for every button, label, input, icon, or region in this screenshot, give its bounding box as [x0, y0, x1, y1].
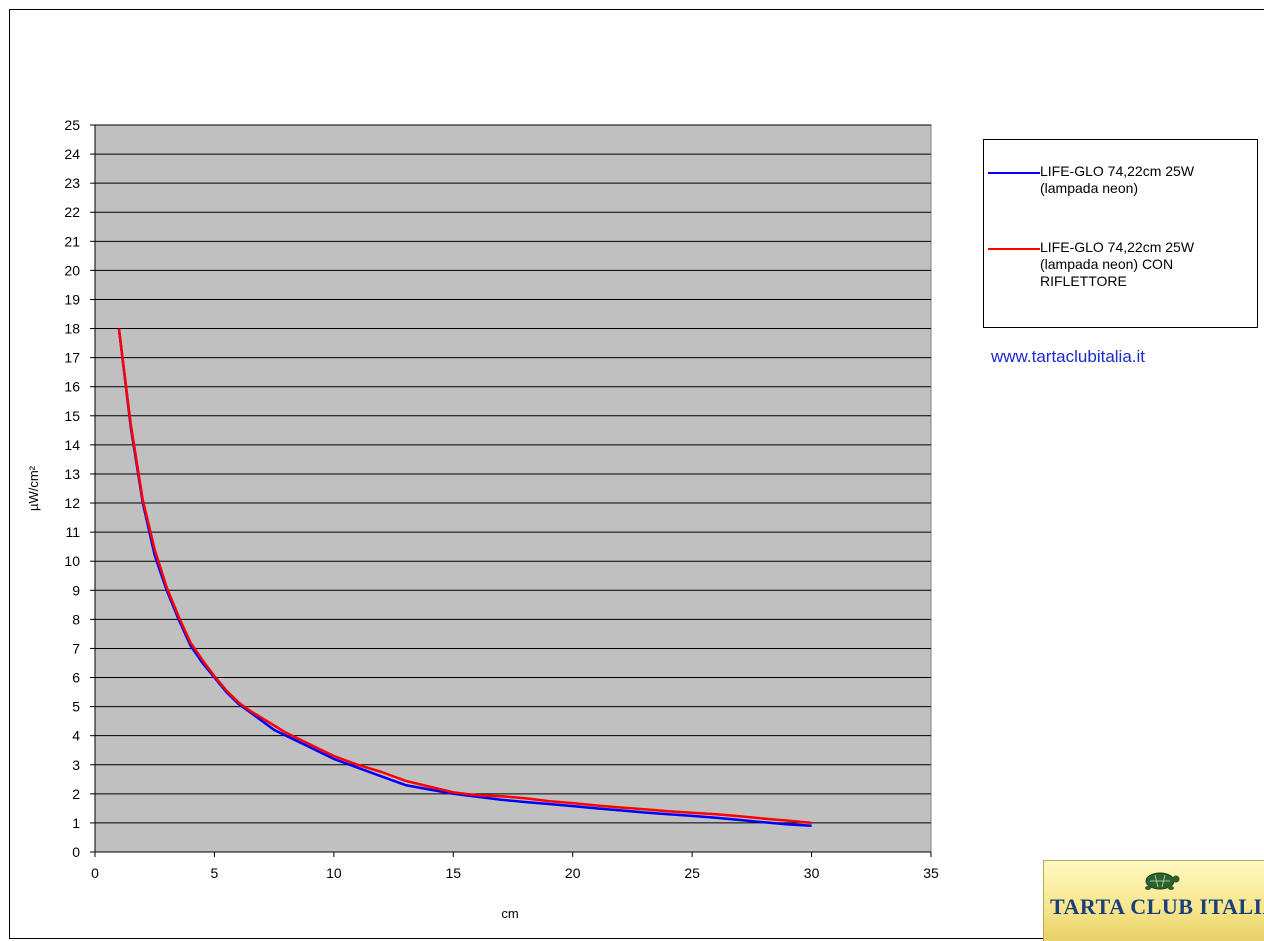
y-tick-label: 9	[72, 582, 80, 598]
y-tick-label: 0	[72, 844, 80, 860]
x-axis-title: cm	[501, 906, 518, 921]
x-tick-label: 0	[91, 865, 99, 881]
x-tick-label: 20	[565, 865, 581, 881]
y-tick-label: 16	[64, 379, 80, 395]
website-link[interactable]: www.tartaclubitalia.it	[991, 347, 1146, 366]
y-tick-label: 6	[72, 670, 80, 686]
x-tick-label: 30	[804, 865, 820, 881]
turtle-icon	[1145, 872, 1180, 890]
y-tick-label: 12	[64, 495, 80, 511]
series-line-blue	[117, 328, 812, 828]
y-tick-label: 2	[72, 786, 80, 802]
legend-entry-blue: LIFE-GLO 74,22cm 25W (lampada neon)	[988, 163, 1258, 197]
legend-label-line: RIFLETTORE	[1040, 273, 1127, 289]
legend-label-blue: LIFE-GLO 74,22cm 25W (lampada neon)	[1040, 163, 1258, 197]
x-tick-label: 25	[684, 865, 700, 881]
axes: 0123456789101112131415161718192021222324…	[64, 117, 939, 881]
y-tick-label: 22	[64, 204, 80, 220]
y-tick-label: 10	[64, 553, 80, 569]
y-tick-label: 3	[72, 757, 80, 773]
y-tick-label: 23	[64, 175, 80, 191]
plot-background	[94, 124, 932, 853]
y-tick-label: 5	[72, 699, 80, 715]
legend-entry-red: LIFE-GLO 74,22cm 25W (lampada neon) CON …	[988, 239, 1258, 290]
y-tick-label: 14	[64, 437, 80, 453]
legend-label-line: LIFE-GLO 74,22cm 25W	[1040, 163, 1195, 179]
y-tick-label: 15	[64, 408, 80, 424]
series-line-red	[117, 328, 812, 825]
x-tick-label: 15	[445, 865, 461, 881]
y-tick-label: 21	[64, 233, 80, 249]
y-tick-label: 20	[64, 262, 80, 278]
legend-label-line: (lampada neon)	[1040, 180, 1139, 196]
legend-swatch-blue	[988, 172, 1040, 174]
y-tick-label: 24	[64, 146, 80, 162]
y-tick-label: 19	[64, 291, 80, 307]
y-axis-title: µW/cm²	[26, 465, 41, 511]
legend-label-red: LIFE-GLO 74,22cm 25W (lampada neon) CON …	[1040, 239, 1258, 290]
y-tick-label: 18	[64, 321, 80, 337]
y-tick-label: 4	[72, 728, 80, 744]
legend-label-line: (lampada neon) CON	[1040, 256, 1174, 272]
y-tick-label: 17	[64, 350, 80, 366]
x-tick-label: 5	[211, 865, 219, 881]
y-tick-label: 11	[65, 524, 80, 540]
plot-area	[94, 124, 932, 853]
logo-text: TARTA CLUB ITALIA	[1050, 894, 1264, 919]
legend-label-line: LIFE-GLO 74,22cm 25W	[1040, 239, 1195, 255]
y-tick-label: 25	[64, 117, 80, 133]
legend-swatch-red	[988, 248, 1040, 250]
x-tick-label: 10	[326, 865, 342, 881]
y-tick-label: 8	[72, 611, 80, 627]
x-tick-label: 35	[923, 865, 939, 881]
legend: LIFE-GLO 74,22cm 25W (lampada neon) LIFE…	[983, 139, 1258, 328]
series-lines	[117, 328, 812, 828]
tarta-club-logo: TARTA CLUB ITALIA	[1043, 860, 1264, 941]
y-tick-label: 7	[72, 640, 80, 656]
y-tick-label: 13	[64, 466, 80, 482]
y-tick-label: 1	[72, 815, 80, 831]
